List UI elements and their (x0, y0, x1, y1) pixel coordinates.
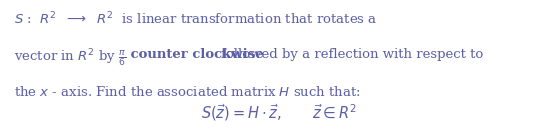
Text: followed by a reflection with respect to: followed by a reflection with respect to (221, 48, 483, 61)
Text: the $x$ - axis. Find the associated matrix $H$ such that:: the $x$ - axis. Find the associated matr… (14, 85, 361, 99)
Text: $S(\vec{z}) = H \cdot \vec{z}, \qquad \vec{z} \in R^2$: $S(\vec{z}) = H \cdot \vec{z}, \qquad \v… (201, 103, 358, 123)
Text: $S$ :  $R^2$  $\longrightarrow$  $R^2$  is linear transformation that rotates a: $S$ : $R^2$ $\longrightarrow$ $R^2$ is l… (14, 11, 377, 28)
Text: vector in $R^2$ by $\frac{\pi}{6}$: vector in $R^2$ by $\frac{\pi}{6}$ (14, 48, 126, 69)
Text: counter clockwise: counter clockwise (126, 48, 263, 61)
